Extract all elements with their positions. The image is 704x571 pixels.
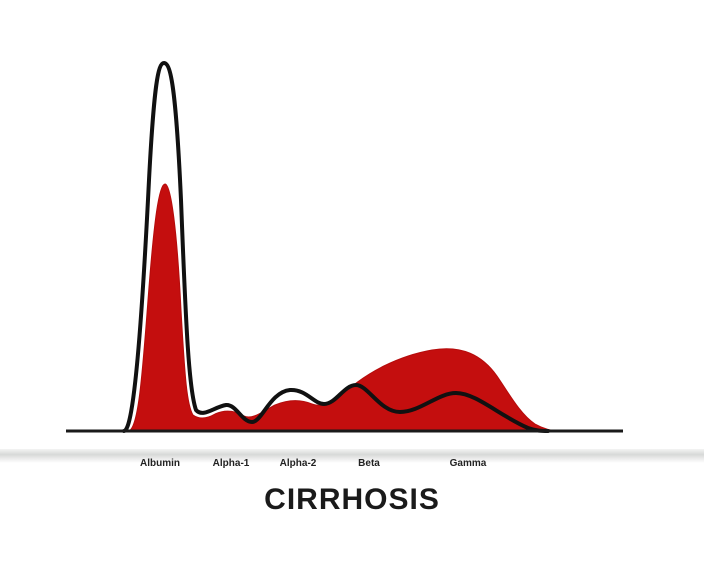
category-label-albumin: Albumin [140, 458, 180, 469]
category-label-beta: Beta [358, 458, 380, 469]
normal-outline-curve [122, 61, 550, 433]
paper-fold [0, 449, 704, 463]
category-label-alpha-1: Alpha-1 [212, 458, 250, 469]
diagram-title: CIRRHOSIS [264, 483, 440, 516]
category-label-gamma: Gamma [449, 458, 487, 469]
category-label-alpha-2: Alpha-2 [279, 458, 317, 469]
